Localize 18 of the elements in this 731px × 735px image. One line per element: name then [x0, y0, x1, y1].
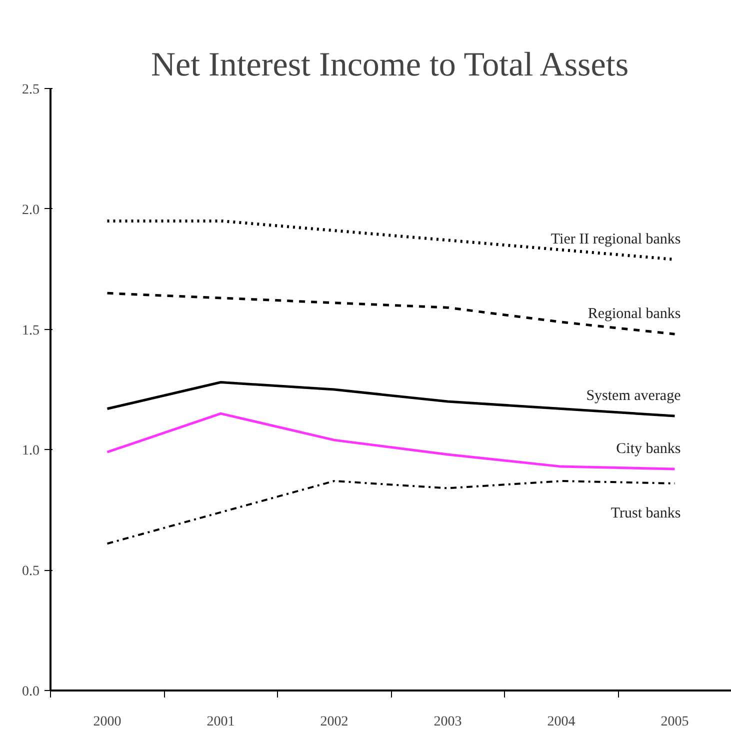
- y-tick-label: 2.0: [22, 202, 40, 218]
- x-tick-label: 2001: [206, 714, 235, 730]
- x-tick-label: 2002: [320, 714, 348, 730]
- chart-title: Net Interest Income to Total Assets: [150, 46, 629, 84]
- series-label: City banks: [616, 440, 681, 457]
- x-tick-label: 2000: [93, 714, 122, 730]
- series-label: System average: [586, 388, 682, 404]
- x-tick-label: 2004: [547, 714, 576, 730]
- y-tick-label: 2.5: [22, 82, 40, 98]
- series-label: Trust banks: [610, 505, 681, 522]
- x-tick-label: 2005: [660, 714, 689, 730]
- series-label: Tier II regional banks: [550, 231, 681, 248]
- y-tick-label: 1.5: [22, 323, 40, 338]
- y-tick-label: 0.5: [22, 564, 40, 580]
- y-tick-label: 0.0: [22, 684, 40, 700]
- y-tick-label: 1.0: [22, 444, 40, 459]
- x-tick-label: 2003: [434, 714, 462, 730]
- series-label: Regional banks: [588, 306, 681, 322]
